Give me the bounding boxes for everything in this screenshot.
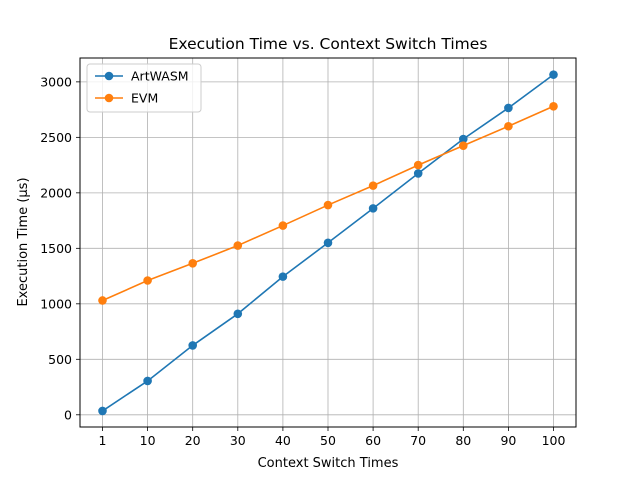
data-point [368,181,378,190]
y-tick-label: 3000 [40,74,72,89]
x-tick-label: 50 [320,433,336,448]
data-point [143,276,152,285]
data-point [323,200,333,210]
data-point [278,221,288,230]
y-tick-label: 1500 [40,241,72,256]
plot-series [98,70,558,416]
y-tick-label: 1000 [40,296,72,311]
x-tick-label: 90 [500,433,516,448]
x-tick-label: 30 [230,433,246,448]
x-tick-label: 10 [140,433,156,448]
legend-marker [104,93,114,103]
x-axis-label: Context Switch Times [258,456,399,471]
data-point [413,160,423,170]
y-axis-label: Execution Time (µs) [16,177,31,306]
grid-lines [80,58,576,427]
y-tick-label: 500 [48,352,72,367]
data-point [504,121,513,131]
series-evm [98,101,558,305]
y-tick-label: 0 [64,407,72,422]
legend-label: ArtWASM [131,69,189,84]
y-axis-ticks: 0 500 1000 1500 2000 2500 3000 [40,74,80,422]
data-point [233,309,243,319]
data-point [98,296,107,305]
x-tick-label: 40 [275,433,291,448]
data-point [413,169,423,178]
series-artwasm [98,70,558,416]
x-tick-label: 1 [99,433,107,448]
legend-marker [104,71,114,81]
data-point [323,238,333,248]
data-point [233,241,243,250]
x-tick-label: 60 [365,433,381,448]
data-point [143,376,152,386]
x-tick-label: 100 [542,433,566,448]
legend-label: EVM [131,91,158,106]
data-point [98,406,107,416]
data-point [278,272,288,281]
chart-title: Execution Time vs. Context Switch Times [169,35,488,53]
data-point [459,134,468,144]
y-tick-label: 2500 [40,130,72,145]
data-point [188,259,197,268]
data-point [459,141,468,150]
data-point [549,101,558,111]
data-point [368,204,378,213]
x-axis-ticks: 1 10 20 30 40 50 60 70 80 90 100 [99,427,566,448]
legend: ArtWASM EVM [86,63,202,113]
x-tick-label: 80 [455,433,471,448]
data-point [504,103,513,113]
data-point [188,341,197,350]
data-point [549,70,558,79]
x-tick-label: 20 [185,433,201,448]
y-tick-label: 2000 [40,185,72,200]
x-tick-label: 70 [410,433,426,448]
